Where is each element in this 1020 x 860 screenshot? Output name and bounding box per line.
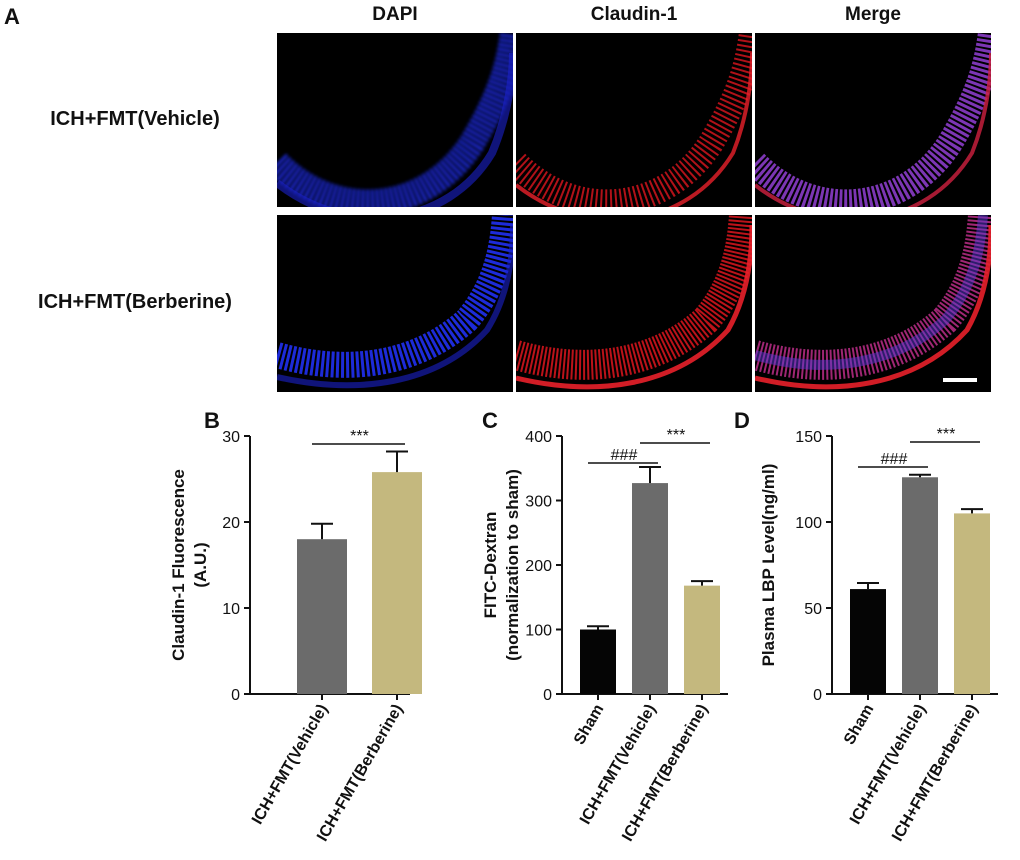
- bar: [954, 513, 990, 694]
- y-tick-label: 0: [543, 687, 552, 704]
- y-tick-label: 0: [231, 687, 240, 704]
- bar: [850, 589, 886, 694]
- y-tick-label: 20: [222, 515, 240, 532]
- bar: [684, 585, 720, 694]
- bar: [902, 477, 938, 694]
- x-tick-label: ICH+FMT(Vehicle): [249, 702, 332, 828]
- column-header-merge: Merge: [845, 4, 901, 25]
- x-tick-label: Sham: [571, 702, 608, 748]
- panel-letter: B: [204, 408, 220, 433]
- panel-letter: C: [482, 408, 498, 433]
- y-axis-label: (A.U.): [191, 542, 210, 587]
- y-tick-label: 100: [525, 623, 552, 640]
- y-tick-label: 200: [525, 558, 552, 575]
- chart-claudin-fluorescence: B 0 10 20 30 Claudin-1 Fluorescence (A.U.) ICH+…: [169, 408, 422, 844]
- row-label-vehicle: ICH+FMT(Vehicle): [50, 108, 220, 130]
- bar: [580, 629, 616, 694]
- panel-a-letter: A: [4, 4, 20, 29]
- panel-letter: D: [734, 408, 750, 433]
- micrograph-vehicle-dapi: [277, 33, 513, 207]
- x-tick-label: Sham: [841, 702, 878, 748]
- significance-label: ***: [937, 426, 956, 443]
- y-tick-label: 300: [525, 494, 552, 511]
- micrograph-berberine-claudin-1: [516, 215, 752, 392]
- significance-label: ###: [611, 447, 638, 464]
- row-label-berberine: ICH+FMT(Berberine): [38, 291, 232, 313]
- y-tick-label: 150: [795, 429, 822, 446]
- y-axis-label: (normalization to sham): [503, 469, 522, 661]
- y-tick-label: 100: [795, 515, 822, 532]
- micrograph-vehicle-claudin-1: [516, 33, 752, 207]
- bar: [297, 539, 347, 694]
- y-tick-label: 400: [525, 429, 552, 446]
- bar: [372, 472, 422, 694]
- micrograph-berberine-merge: [755, 215, 991, 392]
- column-header-dapi: DAPI: [372, 4, 418, 25]
- column-header-claudin-1: Claudin-1: [590, 4, 678, 25]
- significance-label: ***: [350, 428, 369, 445]
- scale-bar: [943, 378, 977, 382]
- y-tick-label: 50: [804, 601, 822, 618]
- y-axis-label: Claudin-1 Fluorescence: [169, 469, 188, 661]
- chart-fitc-dextran: C 0 100 200 300 400 FITC-Dextran (normalization…: [481, 408, 728, 844]
- significance-label: ***: [667, 427, 686, 444]
- y-tick-label: 30: [222, 429, 240, 446]
- y-tick-label: 10: [222, 601, 240, 618]
- y-axis-label: Plasma LBP Level(ng/ml): [759, 464, 778, 667]
- micrograph-berberine-dapi: [277, 215, 513, 392]
- significance-label: ###: [881, 451, 908, 468]
- y-axis-label: FITC-Dextran: [481, 512, 500, 619]
- bar: [632, 483, 668, 694]
- y-tick-label: 0: [813, 687, 822, 704]
- micrograph-vehicle-merge: [755, 33, 991, 207]
